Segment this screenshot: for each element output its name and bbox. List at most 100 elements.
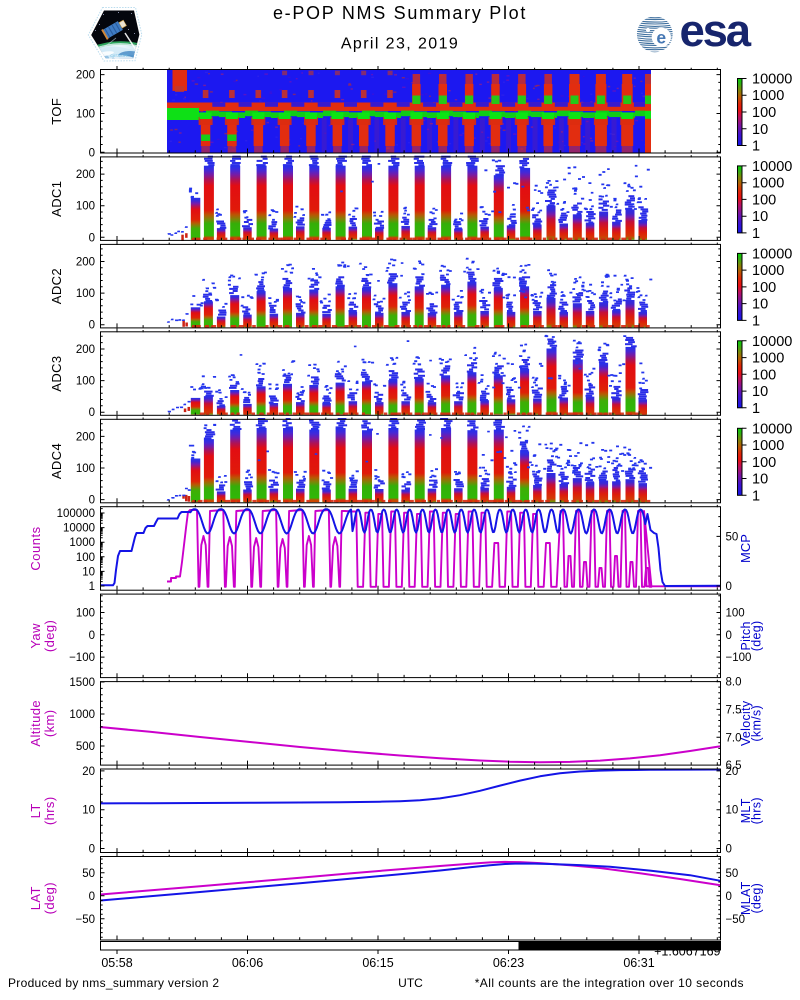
- svg-text:ADC4: ADC4: [49, 443, 64, 479]
- svg-text:1: 1: [752, 401, 760, 417]
- svg-text:100: 100: [76, 608, 95, 620]
- svg-text:LAT: LAT: [28, 886, 43, 910]
- svg-text:100: 100: [76, 376, 95, 388]
- svg-text:200: 200: [76, 70, 95, 82]
- svg-text:0: 0: [89, 407, 95, 419]
- svg-text:Counts: Counts: [28, 526, 43, 570]
- svg-text:06:06: 06:06: [232, 956, 263, 970]
- svg-text:MLAT: MLAT: [739, 881, 753, 915]
- svg-text:*All counts are the integratio: *All counts are the integration over 10 …: [475, 976, 744, 990]
- svg-text:TOF: TOF: [49, 98, 64, 125]
- svg-text:200: 200: [76, 169, 95, 181]
- svg-text:Altitude: Altitude: [28, 700, 43, 747]
- svg-text:0: 0: [89, 844, 95, 856]
- svg-text:50: 50: [82, 868, 95, 880]
- svg-text:10: 10: [726, 805, 739, 817]
- svg-text:6.5: 6.5: [726, 760, 742, 772]
- svg-text:20: 20: [82, 766, 95, 778]
- svg-text:1: 1: [752, 488, 760, 504]
- svg-text:MLT: MLT: [739, 798, 753, 823]
- svg-text:0: 0: [89, 147, 95, 159]
- svg-text:(deg): (deg): [750, 621, 764, 652]
- svg-text:100: 100: [752, 280, 776, 296]
- svg-text:100: 100: [76, 552, 95, 564]
- svg-text:8.0: 8.0: [726, 677, 742, 689]
- svg-text:10000: 10000: [752, 159, 792, 175]
- svg-text:0: 0: [726, 581, 732, 593]
- svg-text:50: 50: [726, 868, 739, 880]
- svg-text:50: 50: [726, 531, 739, 543]
- svg-text:20: 20: [726, 766, 739, 778]
- svg-text:500: 500: [76, 741, 95, 753]
- svg-text:(deg): (deg): [42, 882, 57, 914]
- svg-text:1000: 1000: [69, 709, 95, 721]
- svg-text:100: 100: [76, 288, 95, 300]
- svg-text:100: 100: [76, 201, 95, 213]
- svg-text:(deg): (deg): [750, 883, 764, 914]
- svg-text:ADC2: ADC2: [49, 268, 64, 304]
- svg-text:Yaw: Yaw: [28, 623, 43, 649]
- svg-text:7.5: 7.5: [726, 704, 742, 716]
- svg-text:April 23, 2019: April 23, 2019: [341, 36, 459, 53]
- svg-text:(km/s): (km/s): [750, 705, 764, 742]
- svg-text:UTC: UTC: [398, 976, 423, 990]
- svg-text:10: 10: [82, 805, 95, 817]
- svg-text:0: 0: [89, 320, 95, 332]
- svg-text:10: 10: [752, 122, 768, 138]
- svg-text:0: 0: [726, 891, 732, 903]
- svg-text:−100: −100: [726, 652, 752, 664]
- svg-text:1000: 1000: [752, 438, 784, 454]
- svg-text:200: 200: [76, 257, 95, 269]
- svg-text:e: e: [656, 28, 666, 48]
- svg-text:1000: 1000: [69, 537, 95, 549]
- svg-text:10000: 10000: [752, 246, 792, 262]
- svg-text:0: 0: [726, 844, 732, 856]
- svg-text:(km): (km): [42, 710, 57, 738]
- svg-text:ADC1: ADC1: [49, 181, 64, 217]
- svg-text:MCP: MCP: [738, 534, 753, 563]
- svg-text:0: 0: [89, 232, 95, 244]
- svg-text:1000: 1000: [752, 351, 784, 367]
- svg-text:06:15: 06:15: [362, 956, 393, 970]
- svg-text:100: 100: [752, 192, 776, 208]
- svg-text:10000: 10000: [752, 334, 792, 350]
- svg-text:LT: LT: [28, 803, 43, 818]
- svg-text:Pitch: Pitch: [739, 621, 753, 650]
- svg-text:1: 1: [752, 313, 760, 329]
- svg-text:100: 100: [752, 367, 776, 383]
- svg-text:0: 0: [726, 630, 732, 642]
- svg-text:7.0: 7.0: [726, 732, 742, 744]
- svg-text:1000: 1000: [752, 88, 784, 104]
- svg-text:06:23: 06:23: [493, 956, 524, 970]
- svg-text:05:58: 05:58: [101, 956, 132, 970]
- svg-text:06:31: 06:31: [623, 956, 654, 970]
- svg-text:0: 0: [89, 630, 95, 642]
- svg-text:1000: 1000: [752, 176, 784, 192]
- svg-text:1000: 1000: [752, 263, 784, 279]
- svg-text:10000: 10000: [752, 421, 792, 437]
- svg-text:1500: 1500: [69, 677, 95, 689]
- svg-text:100000: 100000: [57, 508, 95, 520]
- svg-text:+1.6067169: +1.6067169: [654, 945, 720, 959]
- svg-text:10000: 10000: [63, 523, 95, 535]
- svg-text:10: 10: [752, 472, 768, 488]
- svg-text:(hrs): (hrs): [750, 797, 764, 824]
- svg-text:100: 100: [76, 463, 95, 475]
- svg-text:100: 100: [726, 608, 745, 620]
- svg-text:e-POP NMS Summary Plot: e-POP NMS Summary Plot: [273, 3, 527, 23]
- svg-text:1: 1: [752, 139, 760, 155]
- svg-text:0: 0: [89, 891, 95, 903]
- svg-text:100: 100: [76, 109, 95, 121]
- svg-text:10: 10: [752, 297, 768, 313]
- svg-text:(hrs): (hrs): [42, 796, 57, 825]
- svg-text:−100: −100: [69, 652, 95, 664]
- svg-text:ADC3: ADC3: [49, 355, 64, 391]
- svg-text:0: 0: [89, 495, 95, 507]
- svg-text:10: 10: [752, 384, 768, 400]
- svg-text:10: 10: [82, 566, 95, 578]
- svg-text:100: 100: [752, 105, 776, 121]
- svg-text:−50: −50: [726, 914, 746, 926]
- svg-text:10: 10: [752, 209, 768, 225]
- svg-text:200: 200: [76, 431, 95, 443]
- svg-text:10000: 10000: [752, 72, 792, 88]
